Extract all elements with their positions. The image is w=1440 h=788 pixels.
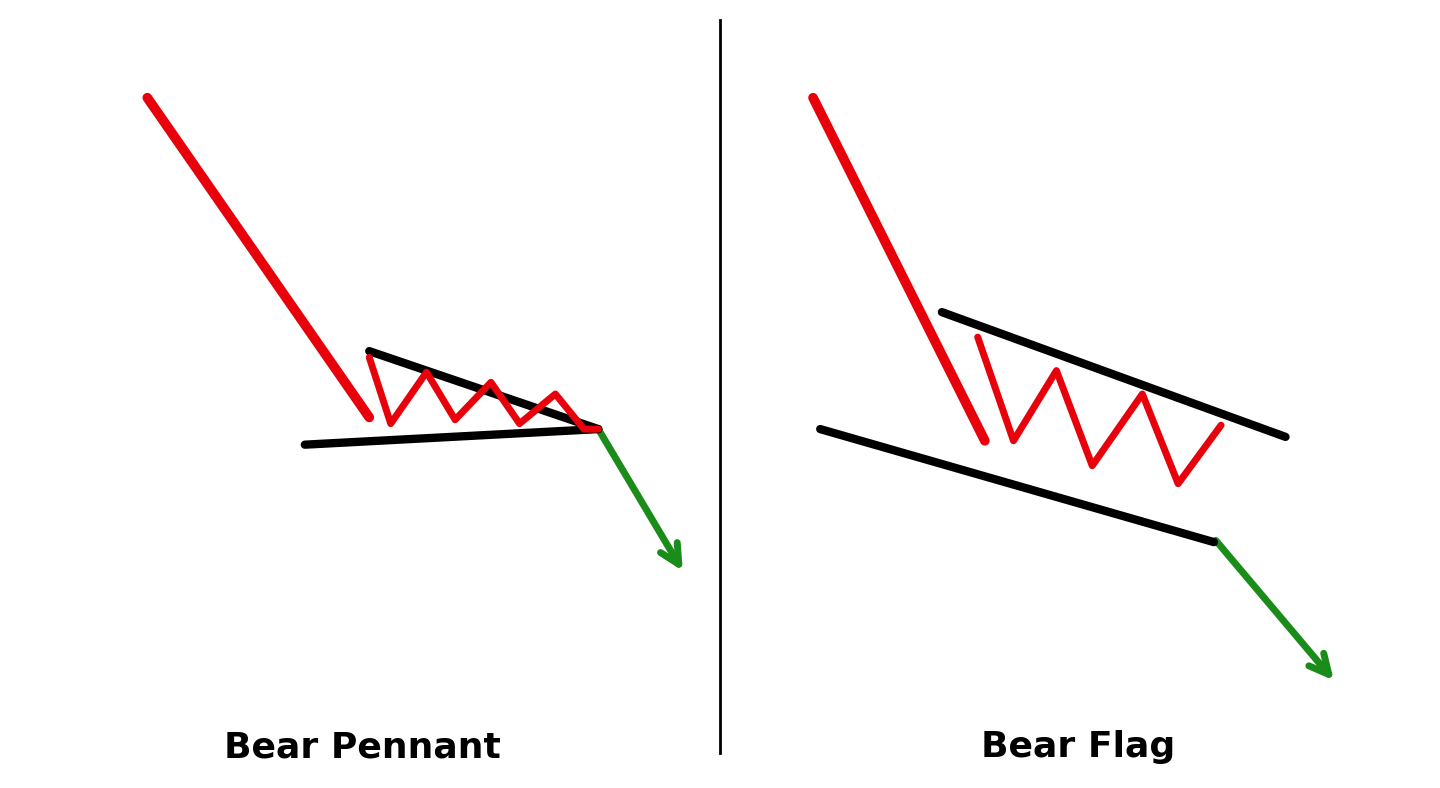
Text: Bear Flag: Bear Flag — [981, 730, 1175, 764]
Text: Bear Pennant: Bear Pennant — [223, 730, 501, 764]
